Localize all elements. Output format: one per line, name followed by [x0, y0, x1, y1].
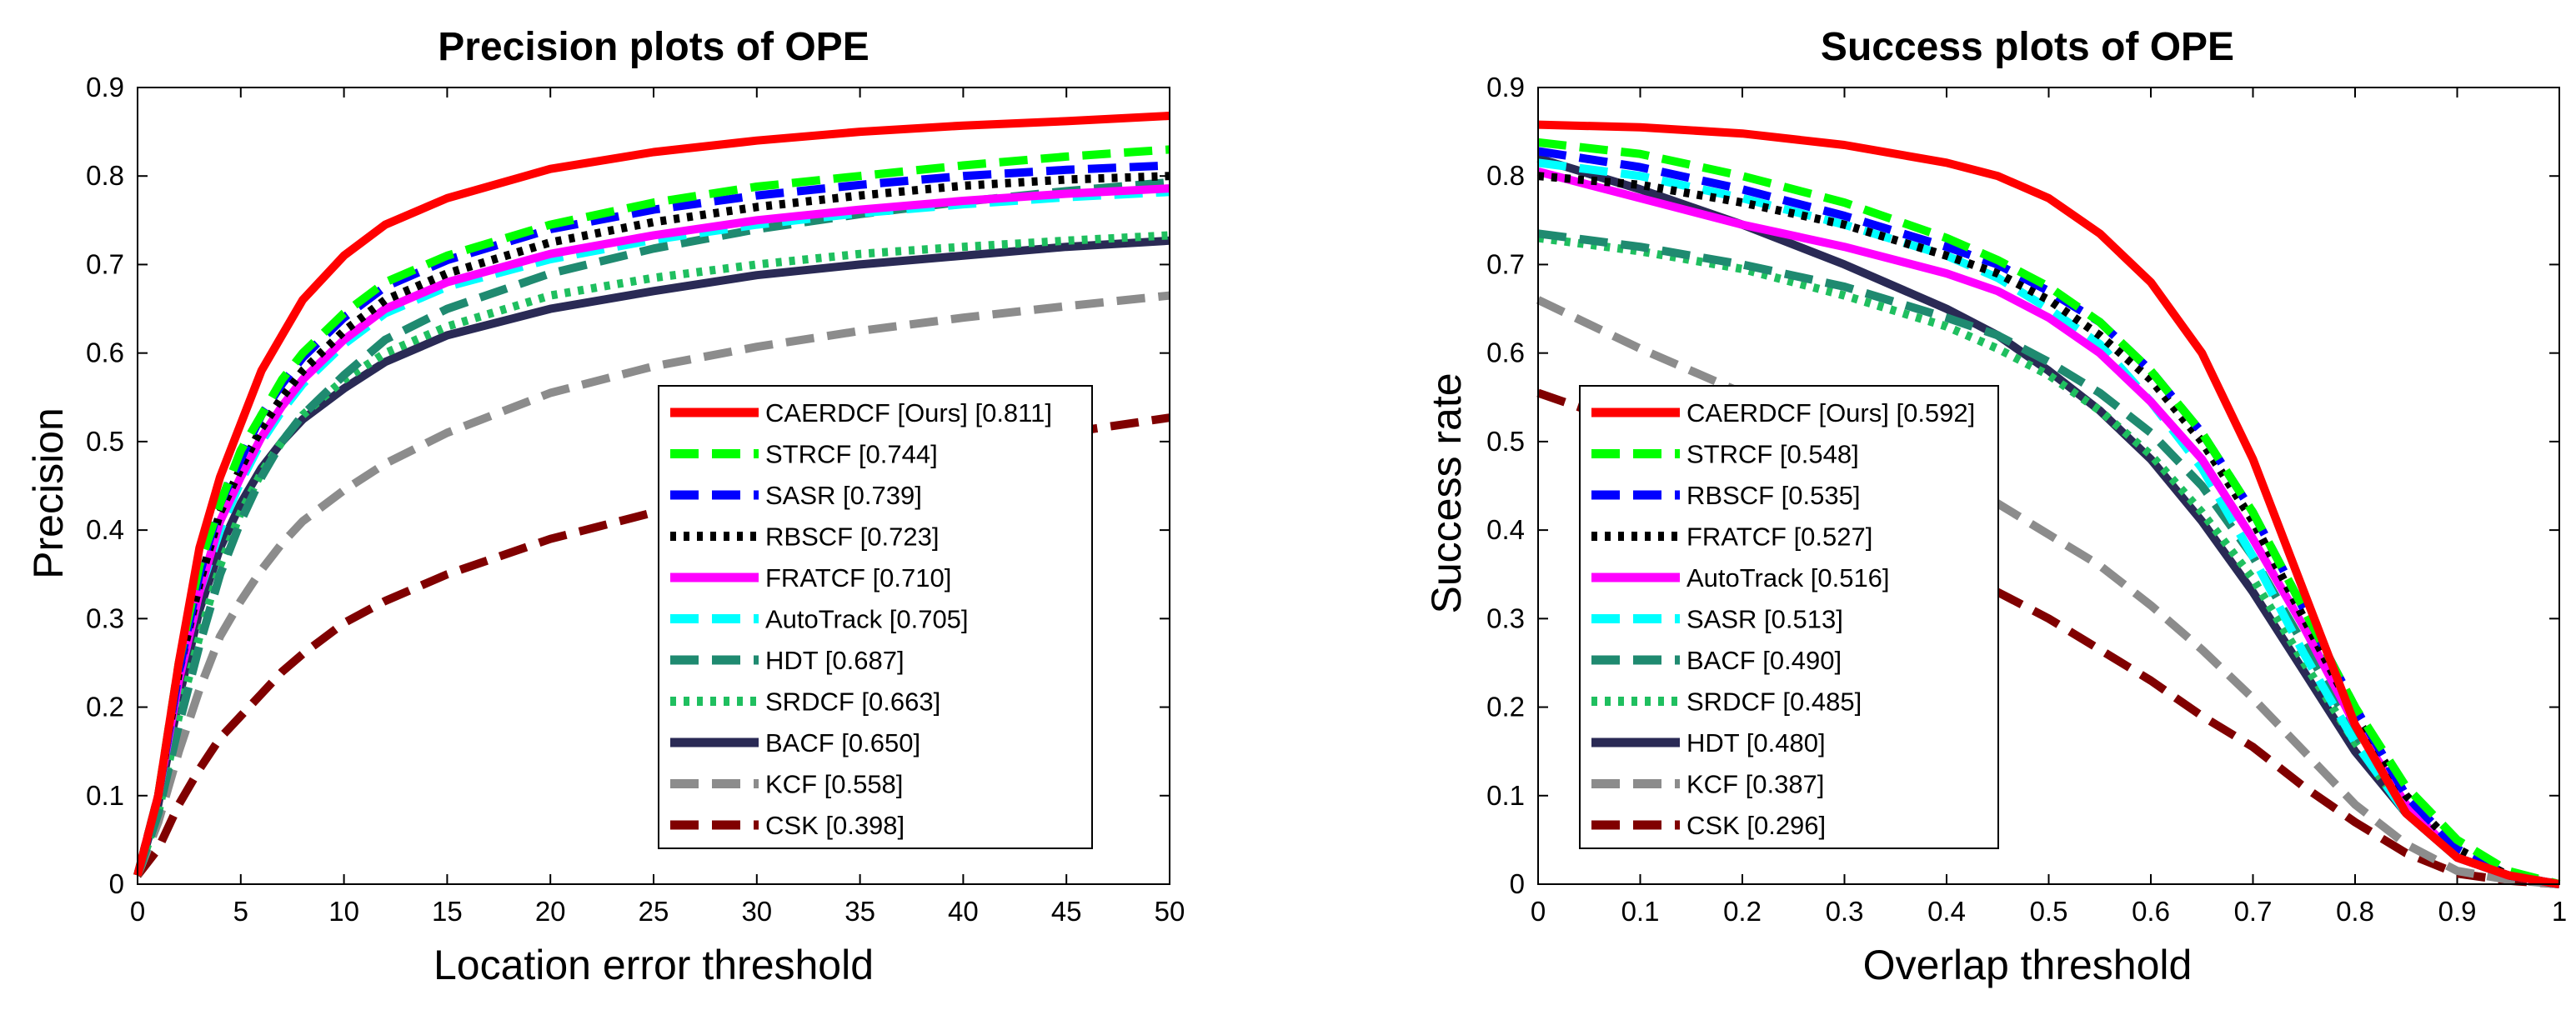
series-lines: [133, 112, 1170, 878]
x-tick-label: 0.3: [1826, 896, 1864, 927]
x-tick-label: 25: [639, 896, 669, 927]
plot-frame: [1537, 87, 2560, 885]
y-tick-label: 0.9: [1486, 72, 1525, 102]
legend-label: SASR [0.739]: [765, 481, 922, 510]
x-tick-label: 1: [2552, 896, 2567, 927]
y-tick-label: 0.1: [1486, 780, 1525, 811]
y-tick-label: 0.8: [86, 160, 124, 191]
plot-frame: [137, 87, 1170, 885]
precision-plot: Precision plots of OPE Precision Locatio…: [25, 25, 1185, 988]
y-tick-label: 0.6: [86, 338, 124, 368]
x-tick-label: 15: [432, 896, 463, 927]
legend-label: CAERDCF [Ours] [0.592]: [1686, 398, 1975, 428]
legend-label: KCF [0.387]: [1686, 770, 1824, 799]
legend-label: CSK [0.296]: [1686, 811, 1826, 840]
x-tick-label: 20: [535, 896, 566, 927]
y-tick-label: 0.7: [86, 248, 124, 279]
legend-label: STRCF [0.744]: [765, 440, 938, 469]
x-tick-label: 0.1: [1621, 896, 1660, 927]
y-tick-label: 0.6: [1486, 338, 1525, 368]
y-axis-label: Success rate: [1423, 372, 1470, 613]
x-axis-label: Overlap threshold: [1863, 942, 2193, 988]
y-tick-label: 0.1: [86, 780, 124, 811]
x-tick-label: 30: [741, 896, 772, 927]
series-line: [1537, 147, 2560, 888]
x-tick-label: 50: [1155, 896, 1185, 927]
legend-label: RBSCF [0.723]: [765, 522, 939, 552]
y-tick-label: 0: [1510, 868, 1525, 899]
x-tick-label: 0.9: [2438, 896, 2477, 927]
x-tick-label: 0.6: [2132, 896, 2170, 927]
y-axis-label: Precision: [25, 408, 72, 579]
legend-label: RBSCF [0.535]: [1686, 481, 1860, 510]
legend: CAERDCF [Ours] [0.811] STRCF [0.744] SASR …: [658, 385, 1093, 849]
x-tick-label: 35: [844, 896, 875, 927]
x-tick-label: 0.2: [1723, 896, 1762, 927]
series-line: [1537, 138, 2561, 888]
x-tick-label: 0.7: [2234, 896, 2273, 927]
y-tick-label: 0.4: [1486, 514, 1525, 545]
x-tick-label: 10: [328, 896, 359, 927]
legend-items: CAERDCF [Ours] [0.592] STRCF [0.548] RBSCF…: [1591, 398, 1975, 840]
legend-label: SASR [0.513]: [1686, 605, 1843, 634]
legend-label: CAERDCF [Ours] [0.811]: [765, 398, 1052, 428]
x-tick-label: 0.5: [2030, 896, 2068, 927]
legend-label: AutoTrack [0.705]: [765, 605, 969, 634]
chart-title: Precision plots of OPE: [438, 25, 869, 69]
x-tick-label: 40: [948, 896, 979, 927]
axis-ticks: 0 5 10 15 20 25 30 35 40 45 50 0 0.1 0.2 0.3 0.4 0.5 0.6 0…: [86, 72, 1185, 927]
chart-title: Success plots of OPE: [1821, 25, 2234, 69]
legend-label: FRATCF [0.527]: [1686, 522, 1872, 552]
series-line: [133, 112, 1170, 877]
y-tick-label: 0.4: [86, 514, 124, 545]
legend: CAERDCF [Ours] [0.592] STRCF [0.548] RBSCF…: [1579, 385, 1999, 849]
series-line: [133, 178, 1170, 877]
legend-items: CAERDCF [Ours] [0.811] STRCF [0.744] SASR …: [670, 398, 1052, 840]
success-plot: Success plots of OPE Success rate Overla…: [1423, 25, 2567, 988]
x-tick-label: 0: [130, 896, 145, 927]
x-tick-label: 0: [1531, 896, 1546, 927]
x-axis-label: Location error threshold: [434, 942, 874, 988]
y-tick-label: 0.7: [1486, 248, 1525, 279]
series-line: [133, 184, 1170, 877]
y-tick-label: 0.2: [1486, 692, 1525, 722]
axis-ticks: 0 0.1 0.2 0.3 0.4 0.5 0.6 0.7 0.8 0.9 1 0 0.1 0.2 0.3 0…: [1486, 72, 2567, 927]
legend-label: BACF [0.650]: [765, 728, 920, 758]
y-tick-label: 0.3: [86, 602, 124, 633]
series-line: [1537, 172, 2560, 888]
y-tick-label: 0.5: [1486, 426, 1525, 457]
x-tick-label: 0.8: [2336, 896, 2374, 927]
series-line: [1536, 168, 2560, 888]
series-lines: [1536, 120, 2561, 888]
legend-label: HDT [0.480]: [1686, 728, 1826, 758]
x-tick-label: 0.4: [1927, 896, 1966, 927]
legend-label: SRDCF [0.663]: [765, 688, 940, 717]
y-tick-label: 0: [109, 868, 124, 899]
y-tick-label: 0.5: [86, 426, 124, 457]
legend-label: KCF [0.558]: [765, 770, 903, 799]
legend-label: HDT [0.687]: [765, 646, 905, 675]
legend-label: BACF [0.490]: [1686, 646, 1842, 675]
y-tick-label: 0.3: [1486, 602, 1525, 633]
y-tick-label: 0.2: [86, 692, 124, 722]
y-tick-label: 0.8: [1486, 160, 1525, 191]
legend-label: AutoTrack [0.516]: [1686, 563, 1890, 592]
legend-label: CSK [0.398]: [765, 811, 905, 840]
legend-label: SRDCF [0.485]: [1686, 688, 1862, 717]
x-tick-label: 5: [233, 896, 248, 927]
series-line: [1537, 120, 2560, 888]
y-tick-label: 0.9: [86, 72, 124, 102]
legend-label: FRATCF [0.710]: [765, 563, 951, 592]
x-tick-label: 45: [1051, 896, 1082, 927]
legend-label: STRCF [0.548]: [1686, 440, 1859, 469]
